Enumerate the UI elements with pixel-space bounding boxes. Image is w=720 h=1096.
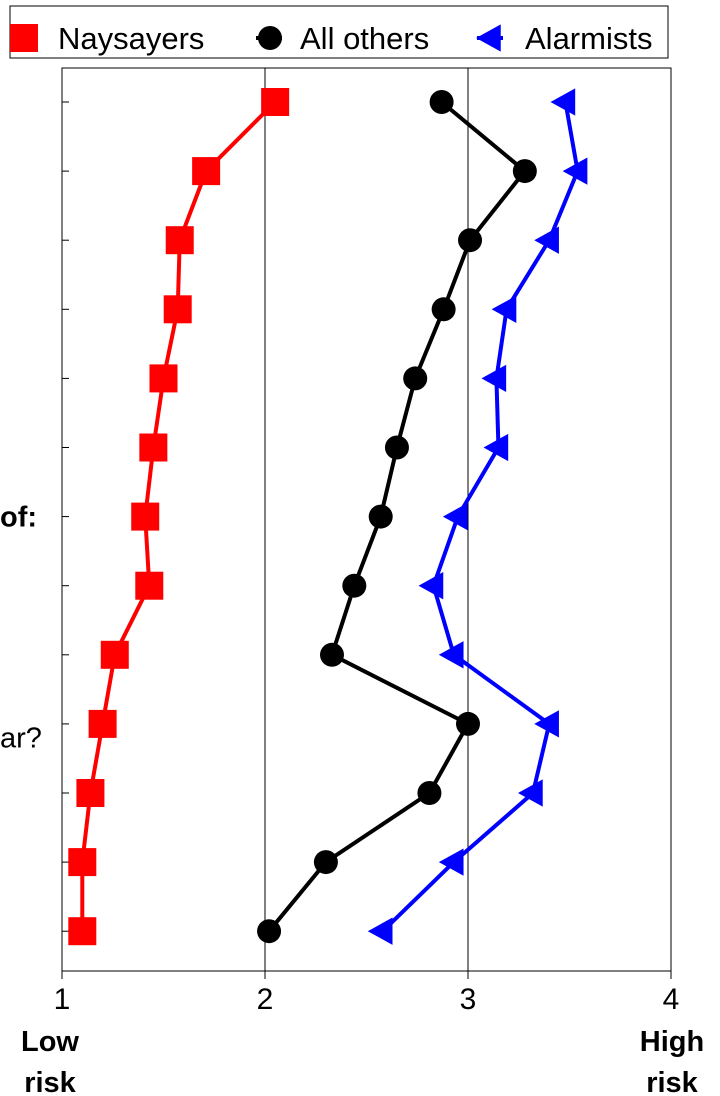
data-point-alarmists — [367, 917, 393, 945]
data-point-alarmists — [550, 88, 576, 116]
side-label: ar? — [0, 723, 42, 755]
legend-box — [9, 5, 669, 59]
data-point-alarmists — [534, 710, 559, 738]
data-point-alarmists — [518, 779, 543, 807]
data-point-all-others — [384, 435, 409, 460]
data-point-naysayers — [139, 433, 168, 462]
data-point-naysayers — [163, 295, 192, 324]
data-point-all-others — [456, 711, 480, 736]
legend-label: Naysayers — [58, 21, 204, 56]
x-end-label-high: risk — [646, 1067, 698, 1096]
data-point-naysayers — [261, 88, 290, 116]
legend-marker — [258, 26, 282, 50]
data-point-all-others — [429, 90, 454, 114]
plot-frame — [61, 67, 672, 972]
data-point-all-others — [431, 297, 456, 322]
legend-label: All others — [300, 21, 429, 56]
data-point-all-others — [403, 366, 428, 391]
data-point-all-others — [319, 642, 344, 667]
data-point-alarmists — [438, 641, 464, 669]
legend: Naysayers All others Alarmists — [9, 5, 669, 59]
data-point-naysayers — [68, 848, 97, 877]
data-point-naysayers — [88, 709, 117, 738]
data-point-all-others — [417, 781, 442, 805]
x-end-label-low: risk — [24, 1067, 76, 1096]
x-axis: 1 2 3 4 — [54, 971, 680, 1016]
data-point-alarmists — [438, 848, 464, 876]
data-point-alarmists — [491, 295, 517, 323]
x-end-label-high: High — [640, 1026, 704, 1058]
data-point-naysayers — [68, 917, 97, 946]
x-end-labels: Low risk High risk — [21, 1026, 704, 1096]
legend-label: Alarmists — [525, 21, 652, 56]
x-tick-label: 1 — [54, 983, 71, 1016]
data-point-naysayers — [165, 226, 194, 255]
x-tick-label: 4 — [663, 983, 680, 1016]
data-point-alarmists — [562, 157, 588, 185]
side-labels: of: ar? — [0, 502, 42, 755]
data-point-alarmists — [534, 226, 559, 254]
data-point-naysayers — [192, 157, 221, 186]
data-point-alarmists — [481, 364, 507, 393]
data-point-naysayers — [131, 502, 160, 531]
plot-area — [61, 67, 672, 972]
legend-marker — [476, 24, 501, 52]
x-end-label-low: Low — [21, 1026, 79, 1058]
series-line-all-others — [267, 100, 527, 933]
data-point-all-others — [313, 850, 338, 875]
data-point-all-others — [458, 228, 483, 253]
data-point-all-others — [342, 573, 367, 598]
side-label: of: — [0, 502, 37, 534]
data-point-naysayers — [76, 779, 105, 807]
data-point-naysayers — [135, 571, 164, 600]
data-point-all-others — [512, 159, 537, 184]
legend-marker — [10, 24, 38, 52]
data-point-alarmists — [483, 433, 509, 462]
x-tick-label: 3 — [460, 983, 477, 1016]
data-point-naysayers — [100, 640, 129, 669]
data-point-alarmists — [442, 502, 468, 531]
x-tick-label: 2 — [257, 983, 274, 1016]
data-point-all-others — [368, 504, 393, 529]
data-point-naysayers — [149, 364, 178, 393]
data-point-alarmists — [418, 572, 444, 600]
data-point-all-others — [257, 919, 282, 944]
